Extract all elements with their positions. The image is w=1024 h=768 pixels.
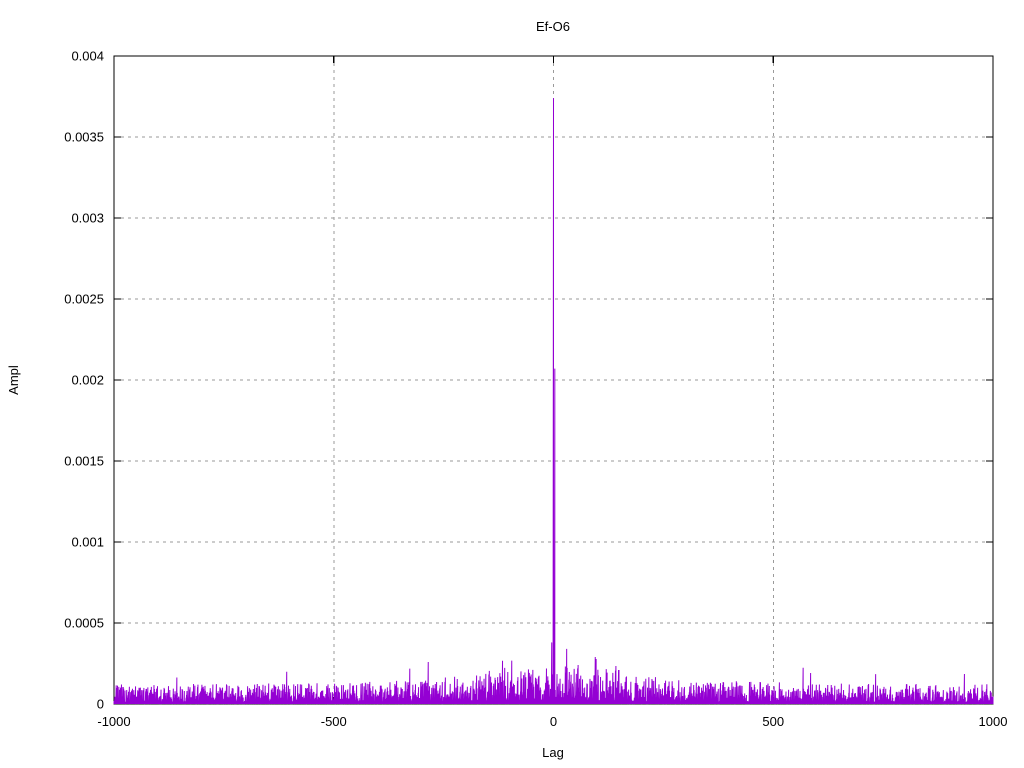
x-tick-label: 1000 [979, 714, 1008, 729]
y-axis-tick-labels: 0 0.0005 0.001 0.0015 0.002 0.0025 0.003 0.0035… [64, 49, 104, 712]
x-axis-title: Lag [542, 745, 564, 760]
y-tick-label: 0 [97, 697, 104, 712]
x-axis-tick-labels: -1000 -500 0 500 1000 [97, 714, 1007, 729]
y-tick-label: 0.004 [71, 49, 104, 64]
chart-title: Ef-O6 [536, 19, 570, 34]
y-tick-label: 0.0005 [64, 616, 104, 631]
x-tick-label: 0 [550, 714, 557, 729]
y-tick-label: 0.0025 [64, 292, 104, 307]
y-tick-label: 0.0015 [64, 454, 104, 469]
x-tick-label: -500 [321, 714, 347, 729]
y-tick-label: 0.003 [71, 211, 104, 226]
y-tick-label: 0.002 [71, 373, 104, 388]
y-tick-label: 0.001 [71, 535, 104, 550]
y-tick-label: 0.0035 [64, 130, 104, 145]
y-axis-title: Ampl [6, 365, 21, 395]
x-tick-label: -1000 [97, 714, 130, 729]
x-tick-label: 500 [762, 714, 784, 729]
data-series-ampl [113, 98, 994, 705]
